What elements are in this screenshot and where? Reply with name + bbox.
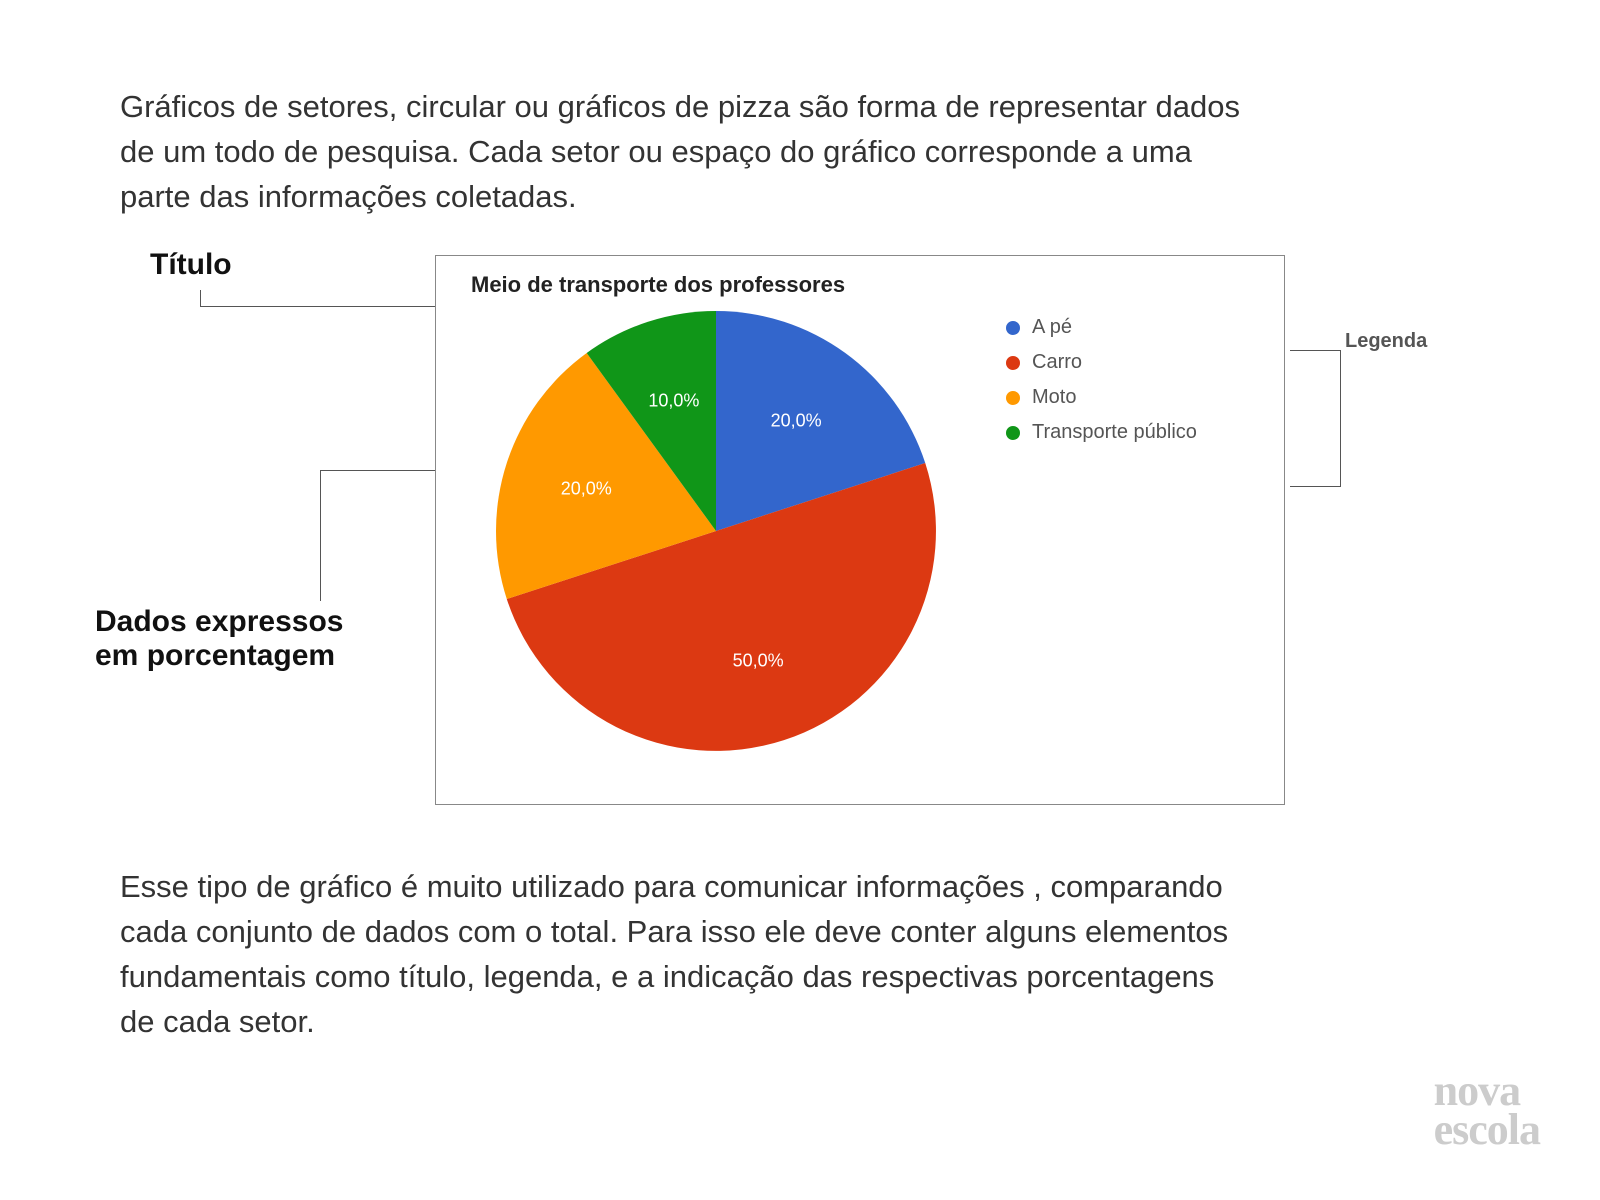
logo-line2: escola — [1434, 1110, 1540, 1150]
legend-bullet-icon — [1006, 391, 1020, 405]
legend-item: A pé — [1006, 316, 1197, 339]
legend-item: Transporte público — [1006, 421, 1197, 444]
legend-bullet-icon — [1006, 321, 1020, 335]
pie-slice-label: 20,0% — [561, 478, 612, 499]
intro-paragraph: Gráficos de setores, circular ou gráfico… — [120, 85, 1240, 220]
pie-slice-label: 10,0% — [648, 391, 699, 412]
brand-logo: nova escola — [1434, 1071, 1540, 1150]
callout-line-title — [200, 290, 436, 307]
outro-paragraph: Esse tipo de gráfico é muito utilizado p… — [120, 865, 1240, 1045]
legend-item: Moto — [1006, 386, 1197, 409]
page: Gráficos de setores, circular ou gráfico… — [0, 0, 1600, 1200]
pie-svg — [496, 311, 936, 751]
legend-label: Carro — [1032, 351, 1082, 374]
chart-panel: Meio de transporte dos professores 20,0%… — [435, 255, 1285, 805]
callout-line-legend — [1290, 350, 1341, 487]
annotation-legend: Legenda — [1345, 330, 1427, 353]
chart-title: Meio de transporte dos professores — [471, 272, 845, 298]
annotation-title: Título — [150, 248, 232, 282]
legend-bullet-icon — [1006, 426, 1020, 440]
legend-label: Transporte público — [1032, 421, 1197, 444]
pie-chart: 20,0% 50,0% 20,0% 10,0% — [496, 311, 936, 751]
legend-label: Moto — [1032, 386, 1076, 409]
legend-label: A pé — [1032, 316, 1072, 339]
legend-bullet-icon — [1006, 356, 1020, 370]
pie-slice-label: 20,0% — [771, 410, 822, 431]
chart-legend: A pé Carro Moto Transporte público — [1006, 316, 1197, 456]
pie-slice-label: 50,0% — [733, 650, 784, 671]
legend-item: Carro — [1006, 351, 1197, 374]
annotation-data: Dados expressos em porcentagem — [95, 605, 343, 673]
